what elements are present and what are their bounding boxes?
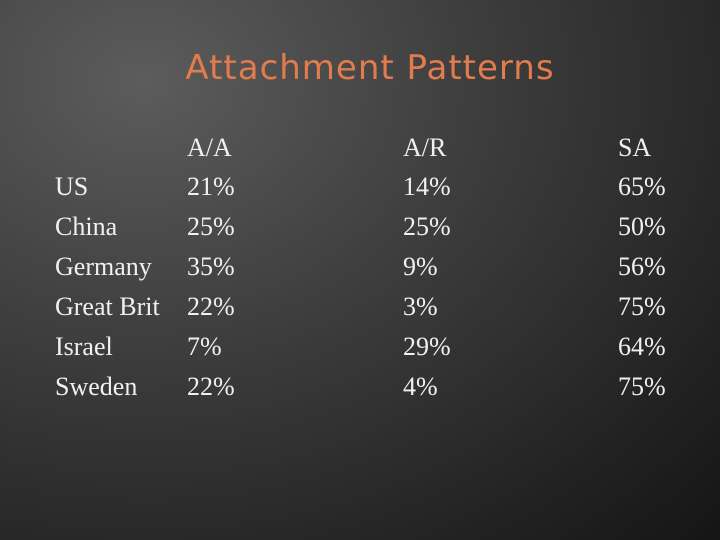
- table-cell: 29%: [403, 332, 451, 361]
- slide-title: Attachment Patterns: [185, 48, 555, 88]
- table-cell: 25%: [403, 212, 451, 241]
- column-header: A/A: [187, 133, 232, 162]
- row-label: US: [55, 172, 89, 201]
- table-cell: 22%: [187, 372, 235, 401]
- row-label: China: [55, 212, 118, 241]
- table-cell: 22%: [187, 292, 235, 321]
- column-header: SA: [618, 133, 652, 162]
- table-cell: 21%: [187, 172, 235, 201]
- table-cell: 14%: [403, 172, 451, 201]
- table-cell: 64%: [618, 332, 666, 361]
- table-cell: 50%: [618, 212, 666, 241]
- table-cell: 35%: [187, 252, 235, 281]
- row-label: Great Brit: [55, 292, 160, 321]
- table-cell: 7%: [187, 332, 222, 361]
- table-cell: 75%: [618, 372, 666, 401]
- table-cell: 56%: [618, 252, 666, 281]
- row-label: Israel: [55, 332, 113, 361]
- table-cell: 65%: [618, 172, 666, 201]
- column-header: A/R: [403, 133, 447, 162]
- table-cell: 4%: [403, 372, 438, 401]
- table-cell: 25%: [187, 212, 235, 241]
- row-label: Sweden: [55, 372, 138, 401]
- row-label: Germany: [55, 252, 152, 281]
- table-cell: 3%: [403, 292, 438, 321]
- table-cell: 75%: [618, 292, 666, 321]
- table-cell: 9%: [403, 252, 438, 281]
